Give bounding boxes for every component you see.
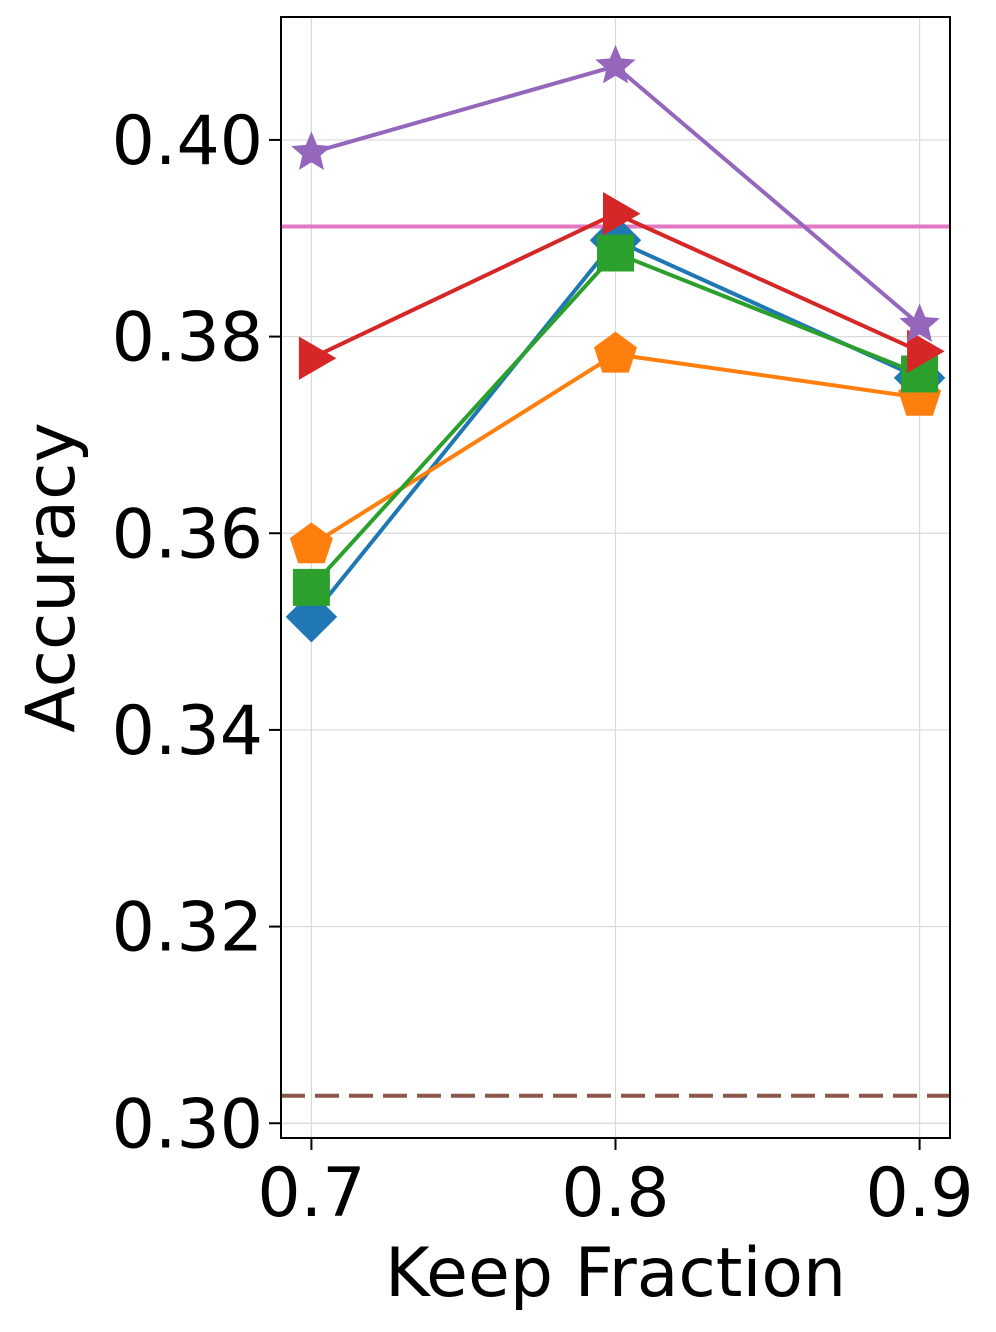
- square-marker: [597, 234, 634, 272]
- x-tick-label: 0.9: [866, 1154, 974, 1233]
- y-tick-label: 0.32: [112, 889, 263, 968]
- x-axis-label: Keep Fraction: [385, 1234, 846, 1313]
- square-marker: [292, 568, 330, 606]
- star-marker: [595, 44, 636, 84]
- star-marker: [899, 303, 940, 343]
- triangle-right-marker: [298, 336, 337, 380]
- grid-lines: [281, 17, 950, 1138]
- star-marker: [291, 131, 332, 170]
- series-markers: [285, 44, 946, 643]
- y-tick-label: 0.40: [112, 102, 263, 181]
- y-tick-label: 0.30: [112, 1085, 263, 1164]
- x-tick-label: 0.8: [561, 1154, 669, 1233]
- x-axis-ticks: 0.7 0.8 0.9: [257, 1138, 974, 1233]
- pentagon-marker: [594, 331, 637, 373]
- y-axis-label: Accuracy: [12, 422, 91, 732]
- y-tick-label: 0.36: [112, 495, 263, 574]
- triangle-right-marker: [603, 192, 641, 236]
- pentagon-marker: [289, 522, 333, 564]
- triangle-right-marker: [907, 329, 945, 373]
- y-tick-label: 0.38: [112, 299, 263, 378]
- y-axis-ticks: 0.30 0.32 0.34 0.36 0.38 0.40: [112, 102, 281, 1164]
- y-tick-label: 0.34: [112, 692, 263, 771]
- x-tick-label: 0.7: [257, 1154, 365, 1233]
